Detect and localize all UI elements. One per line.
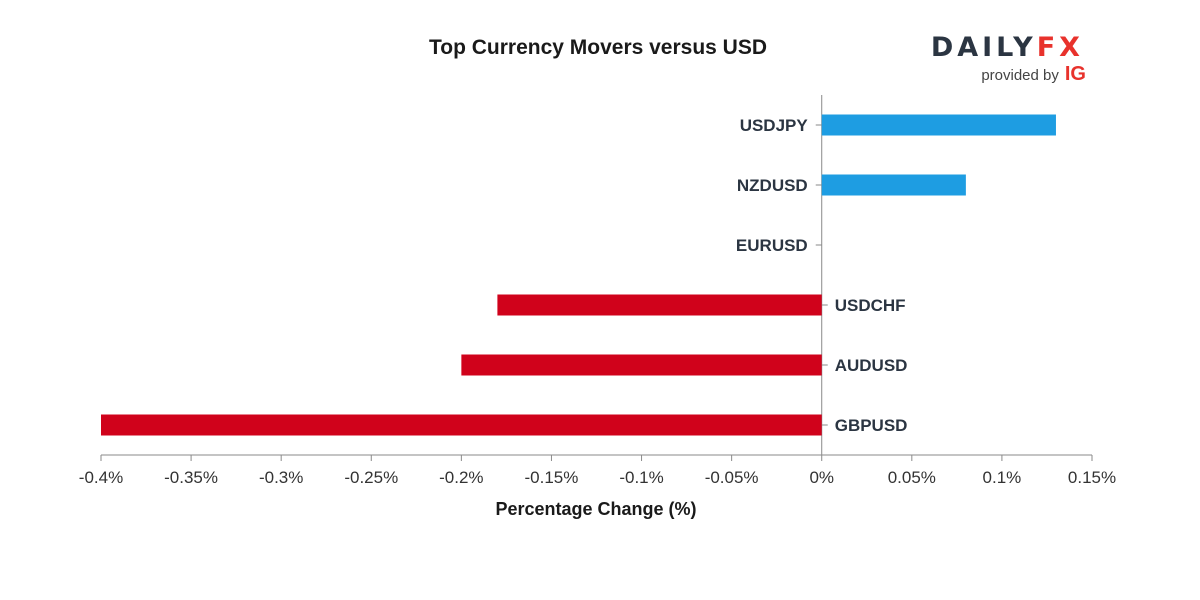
logo-daily-text: DAILY: [931, 32, 1037, 63]
x-tick-label: -0.05%: [705, 468, 759, 487]
bar-gbpusd: [101, 414, 822, 436]
bar-usdjpy: [821, 114, 1056, 136]
x-tick-label: -0.3%: [259, 468, 303, 487]
logo-provided-by: provided by: [981, 67, 1059, 84]
bar-nzdusd: [821, 174, 966, 196]
chart-title: Top Currency Movers versus USD: [429, 36, 767, 59]
category-label-usdchf: USDCHF: [835, 296, 906, 315]
logo-fx-text: FX: [1037, 32, 1084, 63]
x-axis-title: Percentage Change (%): [495, 499, 696, 519]
x-tick-label: -0.1%: [619, 468, 663, 487]
category-label-eurusd: EURUSD: [736, 236, 808, 255]
x-tick-label: 0.1%: [983, 468, 1022, 487]
x-tick-label: 0%: [809, 468, 834, 487]
x-tick-label: -0.15%: [525, 468, 579, 487]
x-tick-label: -0.4%: [79, 468, 123, 487]
category-label-audusd: AUDUSD: [835, 356, 908, 375]
x-tick-label: 0.15%: [1068, 468, 1116, 487]
bar-usdchf: [497, 294, 822, 316]
bar-audusd: [461, 354, 822, 376]
brand-logo: DAILYFX provided by IG: [931, 32, 1086, 85]
category-label-nzdusd: NZDUSD: [737, 176, 808, 195]
plot-area: -0.4% -0.35% -0.3% -0.25% -0.2% -0.15% -0.1% -0…: [79, 95, 1116, 487]
category-label-gbpusd: GBPUSD: [835, 416, 908, 435]
svg-text:DAILYFX: DAILYFX: [931, 32, 1084, 63]
x-tick-label: 0.05%: [888, 468, 936, 487]
logo-ig: IG: [1065, 63, 1086, 85]
category-label-usdjpy: USDJPY: [740, 116, 809, 135]
x-tick-label: -0.2%: [439, 468, 483, 487]
x-tick-label: -0.35%: [164, 468, 218, 487]
x-tick-label: -0.25%: [344, 468, 398, 487]
